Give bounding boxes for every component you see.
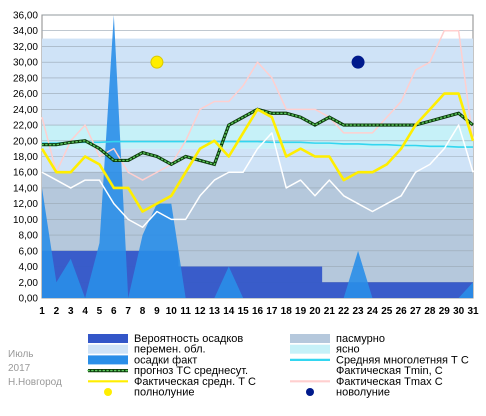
legend-item-10-swatch	[104, 388, 112, 396]
x-tick-label: 4	[82, 306, 88, 317]
cloud-band-3	[42, 38, 473, 126]
x-tick-label: 1	[39, 306, 45, 317]
x-tick-label: 12	[194, 306, 206, 317]
x-tick-label: 16	[252, 306, 264, 317]
legend-item-8-label: Фактическая средн. Т С	[134, 376, 256, 388]
legend-item-4-label: осадки факт	[134, 354, 197, 366]
y-tick-label: 4,00	[19, 262, 39, 273]
y-tick-label: 28,00	[13, 73, 38, 84]
x-tick-label: 13	[209, 306, 221, 317]
meta-month: Июль	[8, 349, 34, 360]
x-tick-label: 28	[424, 306, 436, 317]
meta-block: Июль 2017 Н.Новгород	[8, 349, 62, 388]
x-tick-label: 10	[166, 306, 178, 317]
x-tick-label: 26	[396, 306, 408, 317]
x-tick-label: 31	[467, 306, 479, 317]
legend-item-4-swatch	[88, 355, 128, 365]
cloud-band-2	[42, 125, 473, 149]
legend-item-2-label: перемен. обл.	[134, 344, 206, 356]
series-forecast-dots	[41, 108, 474, 166]
x-tick-label: 15	[238, 306, 250, 317]
legend-item-11-label: новолуние	[336, 387, 390, 399]
x-tick-label: 14	[223, 306, 235, 317]
meta-year: 2017	[8, 363, 31, 374]
meta-city: Н.Новгород	[8, 377, 62, 388]
legend-item-1-swatch	[290, 334, 330, 343]
series-climate-mean	[42, 140, 473, 148]
x-tick-label: 17	[266, 306, 278, 317]
series-tmax	[41, 29, 474, 181]
full-moon-marker	[150, 55, 164, 69]
y-tick-label: 0,00	[19, 294, 39, 305]
y-tick-label: 34,00	[13, 26, 38, 37]
y-tick-label: 20,00	[13, 136, 38, 147]
x-tick-label: 21	[324, 306, 336, 317]
x-tick-label: 11	[180, 306, 191, 317]
legend-item-3-label: ясно	[336, 344, 360, 356]
y-tick-label: 24,00	[13, 105, 38, 116]
x-tick-label: 30	[453, 306, 465, 317]
legend-item-7-label: Фактическая Tmin, C	[336, 365, 443, 377]
legend-item-1-label: пасмурно	[336, 333, 385, 345]
y-tick-label: 14,00	[13, 183, 38, 194]
legend-item-0-label: Вероятность осадков	[134, 333, 243, 345]
y-tick-label: 12,00	[13, 199, 38, 210]
axes: 0,00 2,00 4,00 6,00 8,00 10,00 12,00 14,00 16,00…	[13, 11, 479, 318]
y-tick-label: 36,00	[13, 11, 38, 22]
x-tick-label: 22	[338, 306, 350, 317]
legend-item-10-label: полнолуние	[134, 387, 194, 399]
y-tick-label: 32,00	[13, 42, 38, 53]
y-tick-label: 8,00	[19, 231, 39, 242]
y-tick-label: 16,00	[13, 168, 38, 179]
y-tick-label: 22,00	[13, 121, 38, 132]
x-tick-label: 8	[140, 306, 146, 317]
y-tick-label: 18,00	[13, 152, 38, 163]
y-tick-label: 10,00	[13, 215, 38, 226]
y-tick-label: 30,00	[13, 58, 38, 69]
x-tick-label: 5	[97, 306, 103, 317]
x-tick-label: 18	[281, 306, 293, 317]
legend-item-3-swatch	[290, 344, 330, 354]
x-tick-label: 24	[367, 306, 379, 317]
x-tick-label: 20	[309, 306, 321, 317]
series-actual-mean	[40, 92, 475, 213]
legend-item-5-label: Средняя многолетняя Т С	[336, 354, 469, 366]
legend-item-9-label: Фактическая Tmax C	[336, 376, 443, 388]
x-tick-label: 6	[111, 306, 117, 317]
x-tick-label: 23	[353, 306, 365, 317]
legend: Вероятность осадков пасмурно перемен. обл.…	[87, 333, 469, 399]
legend-item-11-swatch	[306, 388, 314, 396]
x-tick-label: 7	[125, 306, 131, 317]
new-moon-marker	[351, 55, 365, 69]
y-tick-label: 26,00	[13, 89, 38, 100]
y-tick-label: 2,00	[19, 278, 39, 289]
legend-item-2-swatch	[88, 344, 128, 354]
legend-item-6-label: прогноз ТС среднесут.	[134, 365, 248, 377]
x-tick-label: 27	[410, 306, 422, 317]
x-tick-label: 19	[295, 306, 307, 317]
x-tick-label: 2	[54, 306, 60, 317]
plot-area	[40, 14, 475, 299]
x-tick-label: 9	[154, 306, 160, 317]
series-tmin	[41, 124, 474, 228]
y-tick-label: 6,00	[19, 246, 39, 257]
x-tick-label: 29	[439, 306, 451, 317]
precip-actual-area	[42, 15, 473, 298]
x-tick-label: 3	[68, 306, 74, 317]
legend-item-0-swatch	[88, 334, 128, 343]
x-tick-label: 25	[381, 306, 393, 317]
